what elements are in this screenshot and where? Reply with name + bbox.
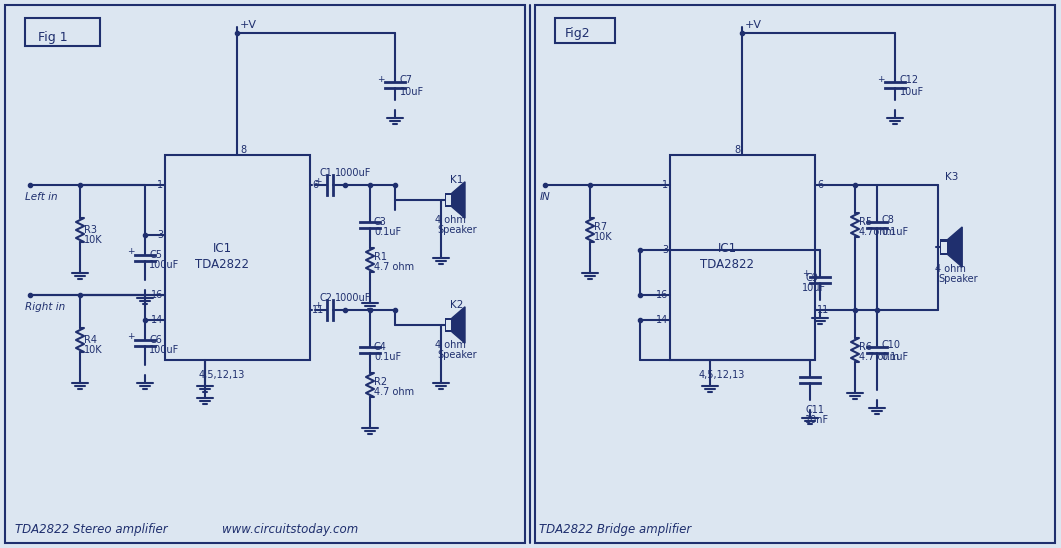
Text: 4 ohm: 4 ohm — [935, 264, 966, 274]
Text: TDA2822 Stereo amplifier: TDA2822 Stereo amplifier — [15, 523, 168, 536]
Text: 0.1uF: 0.1uF — [373, 352, 401, 362]
Text: 10uF: 10uF — [400, 87, 424, 97]
Text: IC1: IC1 — [717, 243, 736, 255]
Text: C4: C4 — [373, 342, 387, 352]
Bar — [445, 193, 452, 207]
Text: 100uF: 100uF — [149, 345, 179, 355]
Text: R4: R4 — [84, 335, 97, 345]
Text: TDA2822: TDA2822 — [195, 259, 249, 271]
Text: C3: C3 — [373, 217, 387, 227]
Text: 16: 16 — [656, 290, 668, 300]
Text: C6: C6 — [149, 335, 162, 345]
Text: +: + — [802, 270, 810, 278]
Text: 4.7 ohm: 4.7 ohm — [373, 387, 414, 397]
Text: 1: 1 — [157, 180, 163, 190]
Text: 4 ohm: 4 ohm — [435, 340, 466, 350]
Text: +: + — [127, 332, 135, 341]
Text: R3: R3 — [84, 225, 97, 235]
Text: Speaker: Speaker — [437, 350, 476, 360]
Bar — [446, 320, 451, 330]
Text: 10K: 10K — [84, 345, 103, 355]
Text: Fig2: Fig2 — [566, 27, 591, 41]
Text: K1: K1 — [450, 175, 464, 185]
Text: 3: 3 — [157, 230, 163, 240]
Polygon shape — [452, 307, 465, 343]
Text: C11: C11 — [805, 405, 824, 415]
Text: 1: 1 — [662, 180, 668, 190]
Bar — [555, 18, 615, 43]
Text: 0.1uF: 0.1uF — [373, 227, 401, 237]
Text: C5: C5 — [149, 250, 162, 260]
Text: R5: R5 — [859, 217, 872, 227]
Text: R6: R6 — [859, 342, 872, 352]
Text: R2: R2 — [373, 377, 387, 387]
Text: Right in: Right in — [25, 302, 65, 312]
Bar — [5, 5, 525, 543]
Text: C7: C7 — [400, 75, 413, 85]
Text: 10K: 10K — [594, 232, 612, 242]
Text: TDA2822: TDA2822 — [700, 259, 754, 271]
Text: 6: 6 — [817, 180, 823, 190]
Text: 4,5,12,13: 4,5,12,13 — [198, 370, 245, 380]
Text: C10: C10 — [881, 340, 900, 350]
Text: 4.7 ohm: 4.7 ohm — [373, 262, 414, 272]
Text: 14: 14 — [656, 315, 668, 325]
Text: C12: C12 — [900, 75, 919, 85]
Text: 8: 8 — [240, 145, 246, 155]
Text: Left in: Left in — [25, 192, 57, 202]
Text: 6: 6 — [312, 180, 318, 190]
Text: 8: 8 — [734, 145, 741, 155]
Text: www.circuitstoday.com: www.circuitstoday.com — [222, 523, 359, 536]
Text: IN: IN — [540, 192, 551, 202]
Text: 4.7ohm: 4.7ohm — [859, 227, 895, 237]
Text: +: + — [314, 176, 321, 186]
Polygon shape — [947, 227, 962, 267]
Text: 3: 3 — [662, 245, 668, 255]
Bar — [941, 242, 946, 253]
Text: 11: 11 — [817, 305, 830, 315]
Text: 10uF: 10uF — [802, 283, 827, 293]
Text: 0.1uF: 0.1uF — [881, 352, 908, 362]
Text: 10uF: 10uF — [900, 87, 924, 97]
Text: 1000uF: 1000uF — [335, 168, 371, 178]
Bar — [25, 18, 100, 46]
Text: 14: 14 — [151, 315, 163, 325]
Text: Fig 1: Fig 1 — [38, 31, 68, 43]
Text: 1000uF: 1000uF — [335, 293, 371, 303]
Text: +: + — [314, 301, 321, 311]
Text: +V: +V — [745, 20, 762, 30]
Polygon shape — [452, 182, 465, 218]
Text: +: + — [378, 75, 385, 83]
Text: 4,5,12,13: 4,5,12,13 — [699, 370, 745, 380]
Bar — [446, 195, 451, 205]
Text: C1: C1 — [320, 168, 333, 178]
Text: C2: C2 — [320, 293, 333, 303]
Text: Speaker: Speaker — [437, 225, 476, 235]
Text: Speaker: Speaker — [938, 274, 977, 284]
Bar — [166, 155, 310, 360]
Text: 4 ohm: 4 ohm — [435, 215, 466, 225]
Text: 0.1uF: 0.1uF — [881, 227, 908, 237]
Text: 10K: 10K — [84, 235, 103, 245]
Bar — [445, 318, 452, 332]
Text: K2: K2 — [450, 300, 464, 310]
Text: +: + — [877, 75, 885, 83]
Bar — [669, 155, 815, 360]
Text: IC1: IC1 — [212, 243, 231, 255]
Text: C8: C8 — [881, 215, 893, 225]
Text: 100uF: 100uF — [149, 260, 179, 270]
Text: +V: +V — [240, 20, 257, 30]
Text: 16: 16 — [151, 290, 163, 300]
Text: TDA2822 Bridge amplifier: TDA2822 Bridge amplifier — [539, 523, 691, 536]
Text: R1: R1 — [373, 252, 387, 262]
Text: K3: K3 — [945, 172, 958, 182]
Bar — [535, 5, 1055, 543]
Text: 11: 11 — [312, 305, 325, 315]
Text: 4.7 ohm: 4.7 ohm — [859, 352, 899, 362]
Text: +: + — [127, 247, 135, 256]
Text: R7: R7 — [594, 222, 607, 232]
Bar — [940, 239, 947, 255]
Text: C9: C9 — [805, 273, 818, 283]
Text: 10nF: 10nF — [805, 415, 829, 425]
